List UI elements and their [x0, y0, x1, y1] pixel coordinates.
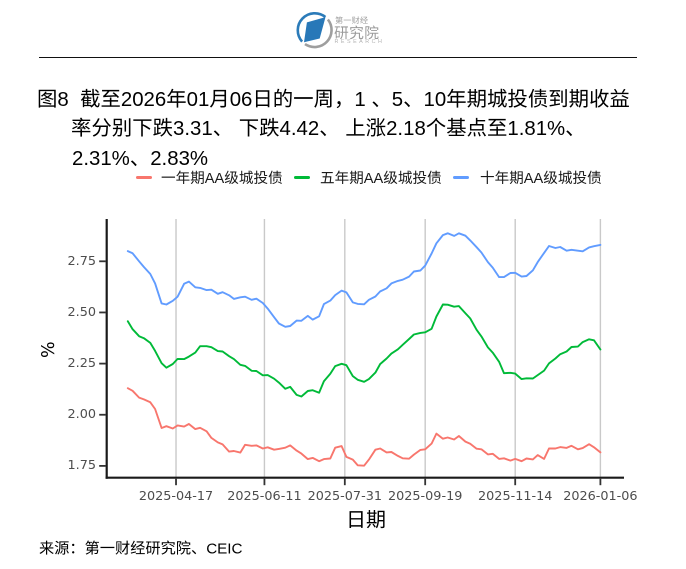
svg-text:06: 06	[230, 89, 253, 111]
logo-circle-arc-blue	[296, 12, 327, 43]
svg-text:2.83%: 2.83%	[150, 148, 208, 170]
y-tick-label: 2.25	[67, 356, 97, 372]
logo-brand-main	[334, 25, 382, 41]
x-tick-label: 2025-09-19	[387, 488, 463, 504]
figure-title-line3: 2.31% 2.83%	[72, 147, 216, 170]
svg-text:1.81%: 1.81%	[508, 118, 566, 140]
svg-text:CEIC: CEIC	[206, 540, 242, 557]
logo-parallelogram	[304, 17, 326, 43]
svg-text:AA: AA	[205, 171, 225, 187]
y-axis-title: %	[39, 341, 59, 358]
svg-text:8: 8	[57, 89, 68, 111]
figure-title-line1: 8 2026 01 06 1 5 10	[37, 88, 632, 111]
svg-text:2.31%: 2.31%	[72, 148, 130, 170]
svg-text:5: 5	[392, 89, 403, 111]
logo-circle-arc-gray	[304, 18, 333, 49]
legend-label: AA	[320, 170, 444, 187]
legend-dash-icon	[135, 176, 152, 180]
svg-text:2026: 2026	[121, 89, 166, 111]
svg-text:10: 10	[424, 89, 447, 111]
yicai-research-logo: RESEARCH	[0, 0, 686, 58]
svg-text:1: 1	[354, 89, 365, 111]
legend-dash-icon	[293, 176, 310, 180]
x-tick-label: 2025-07-31	[307, 488, 382, 504]
header-divider	[39, 57, 637, 59]
logo-brand-top	[334, 15, 371, 25]
series-line-5y-aa-urban-bond	[126, 303, 602, 398]
x-tick-label: 2026-01-06	[563, 488, 638, 504]
x-tick-label: 2025-11-14	[478, 488, 553, 504]
y-tick-label: 2.00	[67, 407, 97, 423]
logo-brand-sub: RESEARCH	[334, 38, 385, 45]
legend-dash-icon	[453, 176, 470, 180]
svg-text:4.42: 4.42	[280, 118, 320, 140]
y-tick-label: 2.75	[67, 253, 97, 269]
svg-text:AA: AA	[524, 171, 544, 187]
series-line-10y-aa-urban-bond	[126, 232, 602, 328]
svg-text:AA: AA	[364, 171, 384, 187]
y-tick-label: 1.75	[67, 458, 97, 474]
x-axis-title	[346, 509, 388, 530]
svg-text:01: 01	[187, 89, 210, 111]
x-tick-label: 2025-06-11	[227, 488, 302, 504]
x-tick-label: 2025-04-17	[138, 488, 214, 504]
figure-title-line2: 3.31 4.42 2.18 1.81%	[71, 117, 588, 140]
y-tick-label: 2.50	[67, 304, 97, 320]
legend-label: AA	[161, 170, 285, 187]
logo-mark-icon	[296, 12, 333, 49]
legend-label: AA	[480, 170, 604, 187]
svg-text:3.31: 3.31	[173, 118, 213, 140]
series-line-1y-aa-urban-bond	[126, 387, 602, 467]
source-note: CEIC	[39, 540, 245, 557]
svg-text:2.18: 2.18	[386, 118, 426, 140]
